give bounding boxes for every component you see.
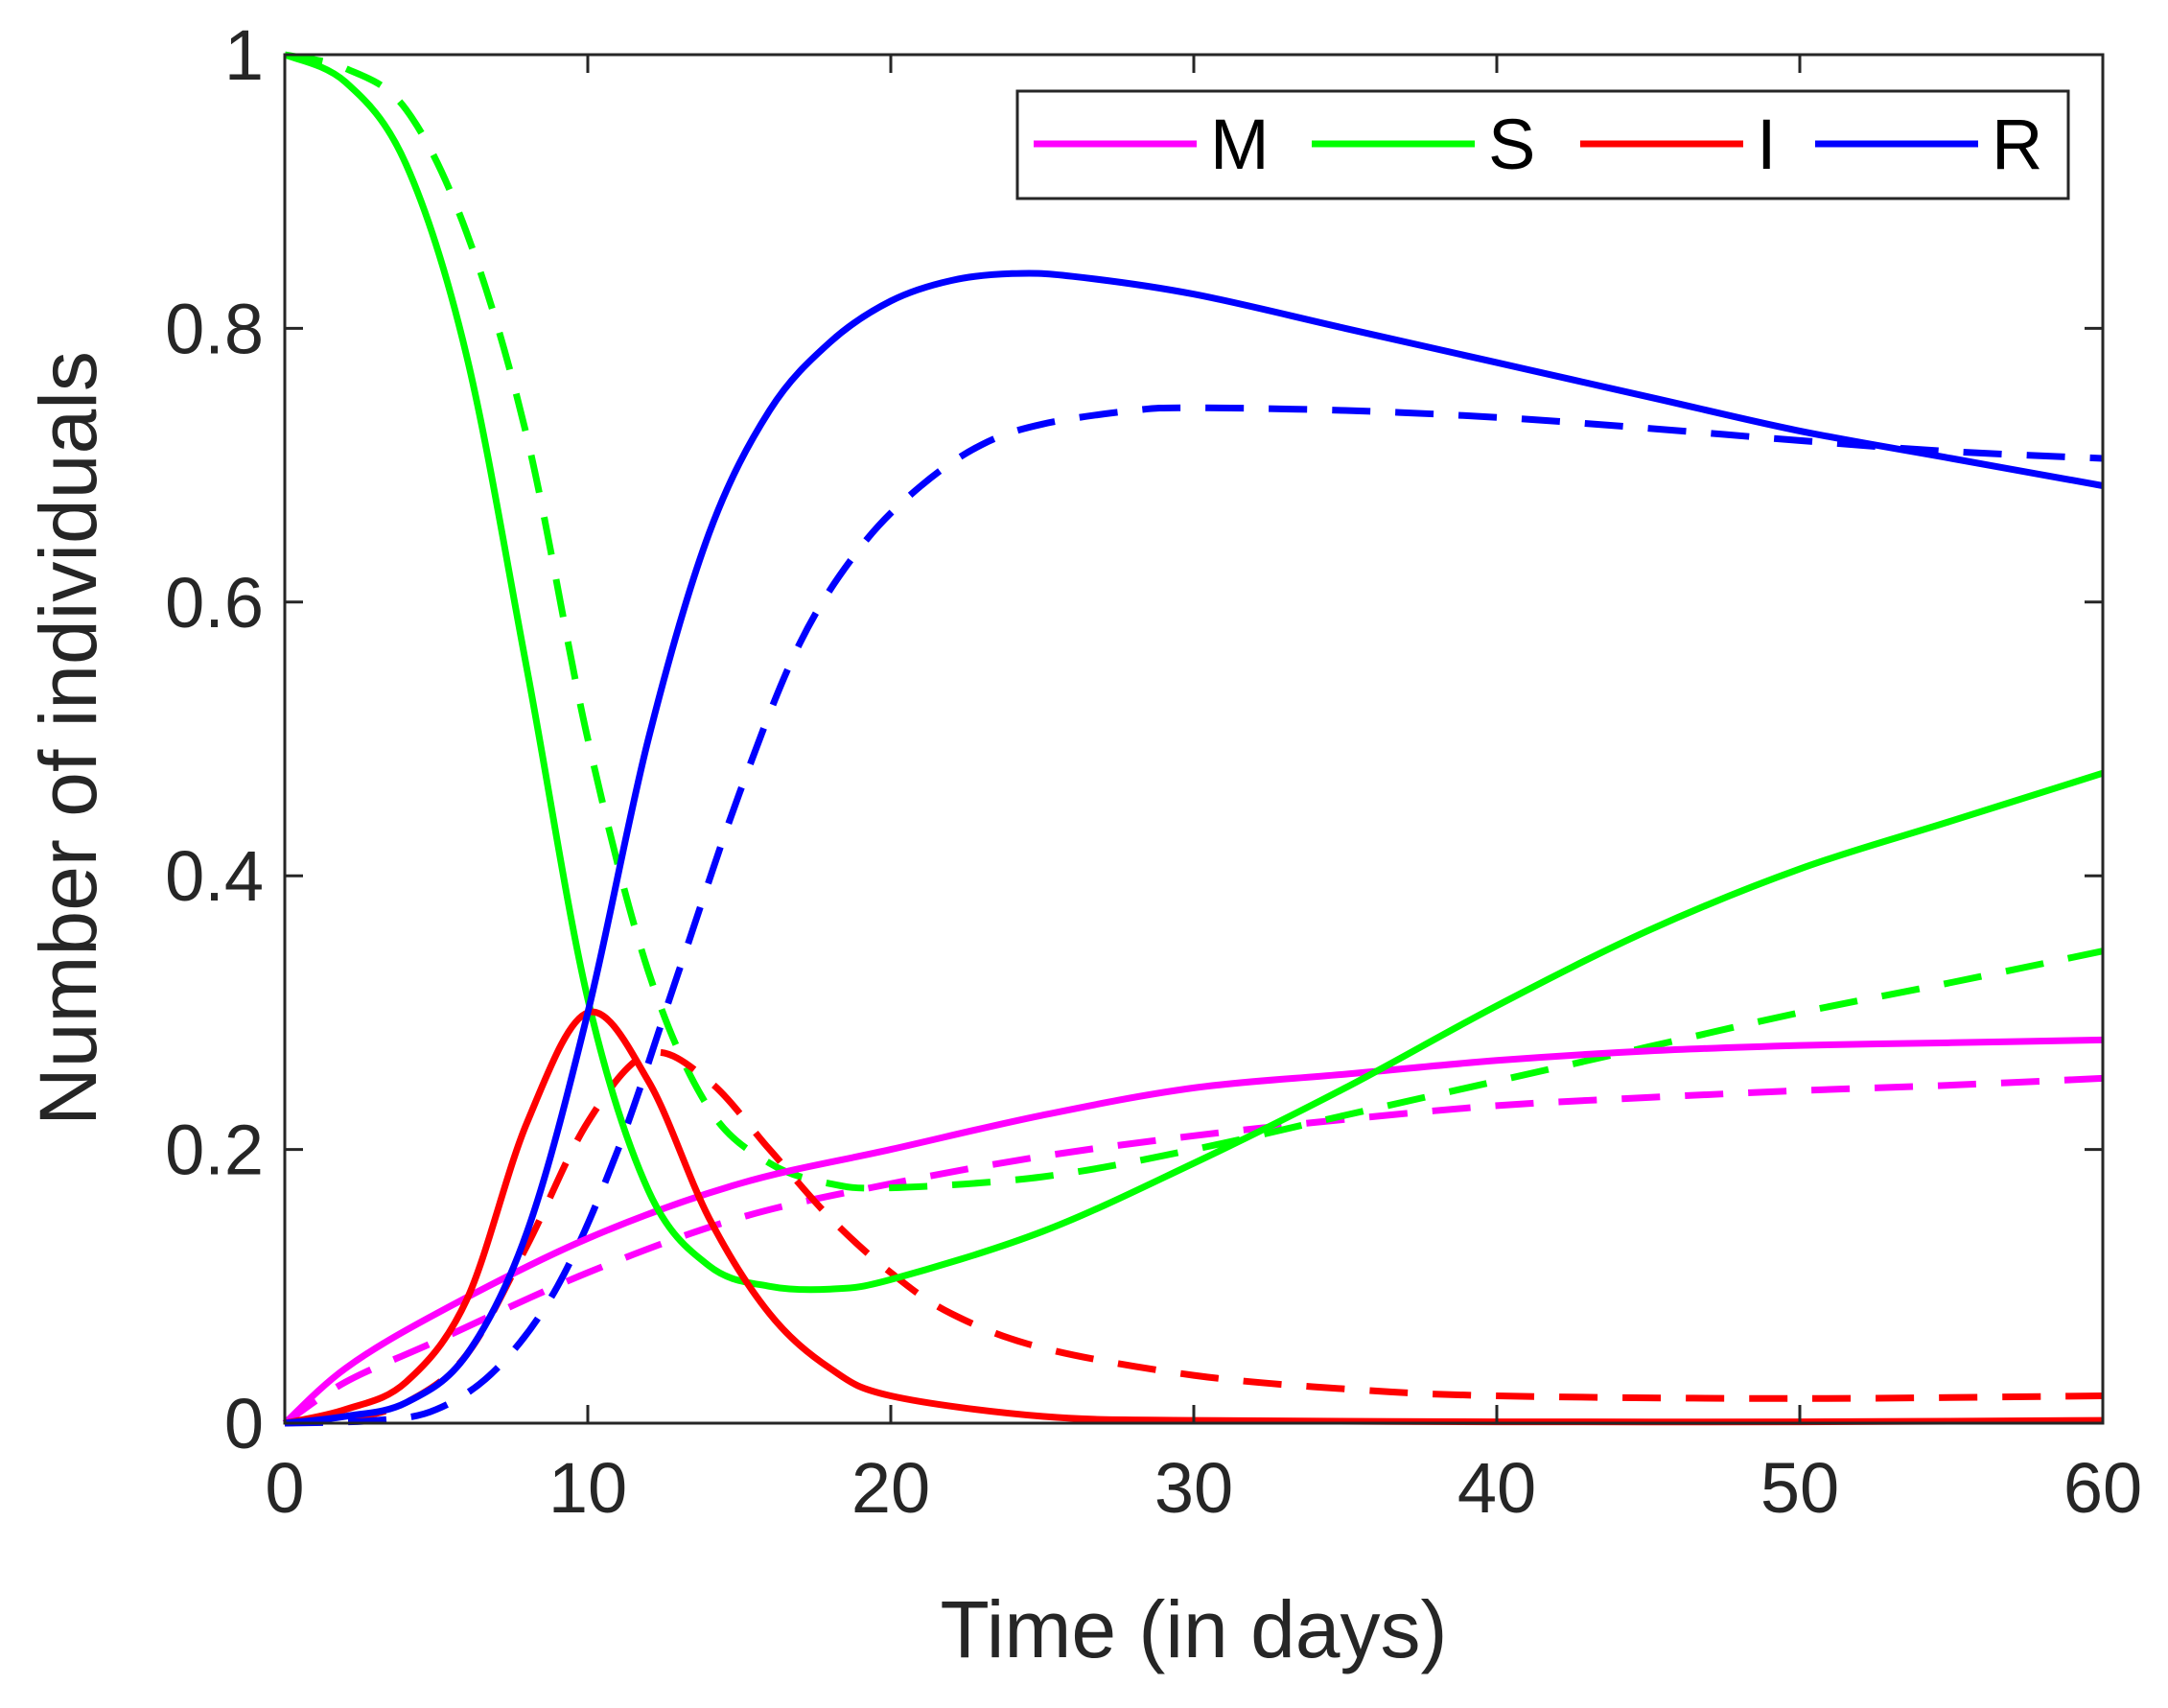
y-tick-label-0.8: 0.8 <box>165 289 264 368</box>
legend-label-s: S <box>1488 105 1535 184</box>
series-line-r <box>284 269 2104 1427</box>
y-tick-label-0.4: 0.4 <box>165 836 264 916</box>
series-line-r-dashed <box>284 404 2104 1427</box>
x-tick-label-10: 10 <box>548 1448 627 1528</box>
x-tick-label-30: 30 <box>1154 1448 1233 1528</box>
x-tick-label-60: 60 <box>2063 1448 2142 1528</box>
y-tick-label-0.6: 0.6 <box>165 563 264 643</box>
y-tick-label-0.2: 0.2 <box>165 1111 264 1190</box>
y-tick-label-1: 1 <box>224 15 264 95</box>
x-axis-label: Time (in days) <box>941 1584 1448 1674</box>
series-line-m <box>282 1036 2104 1426</box>
legend-label-m: M <box>1210 105 1270 184</box>
ticks-layer <box>283 53 2105 1425</box>
y-tick-label-0: 0 <box>224 1384 264 1463</box>
x-tick-label-0: 0 <box>265 1448 304 1528</box>
tick-labels-layer: 0 10 20 30 40 50 60 0 0.2 0.4 0.6 0.8 1 <box>165 15 2142 1528</box>
series-line-i-dashed <box>284 1048 2104 1427</box>
x-tick-label-50: 50 <box>1760 1448 1839 1528</box>
legend-label-i: I <box>1757 105 1777 184</box>
legend-label-r: R <box>1992 105 2042 184</box>
series-line-m-dashed <box>283 1074 2104 1426</box>
x-tick-label-20: 20 <box>851 1448 930 1528</box>
series-line-s <box>283 51 2105 1294</box>
y-axis-label: Number of individuals <box>23 351 113 1126</box>
series-line-s-dashed <box>284 51 2104 1192</box>
x-tick-label-40: 40 <box>1457 1448 1536 1528</box>
